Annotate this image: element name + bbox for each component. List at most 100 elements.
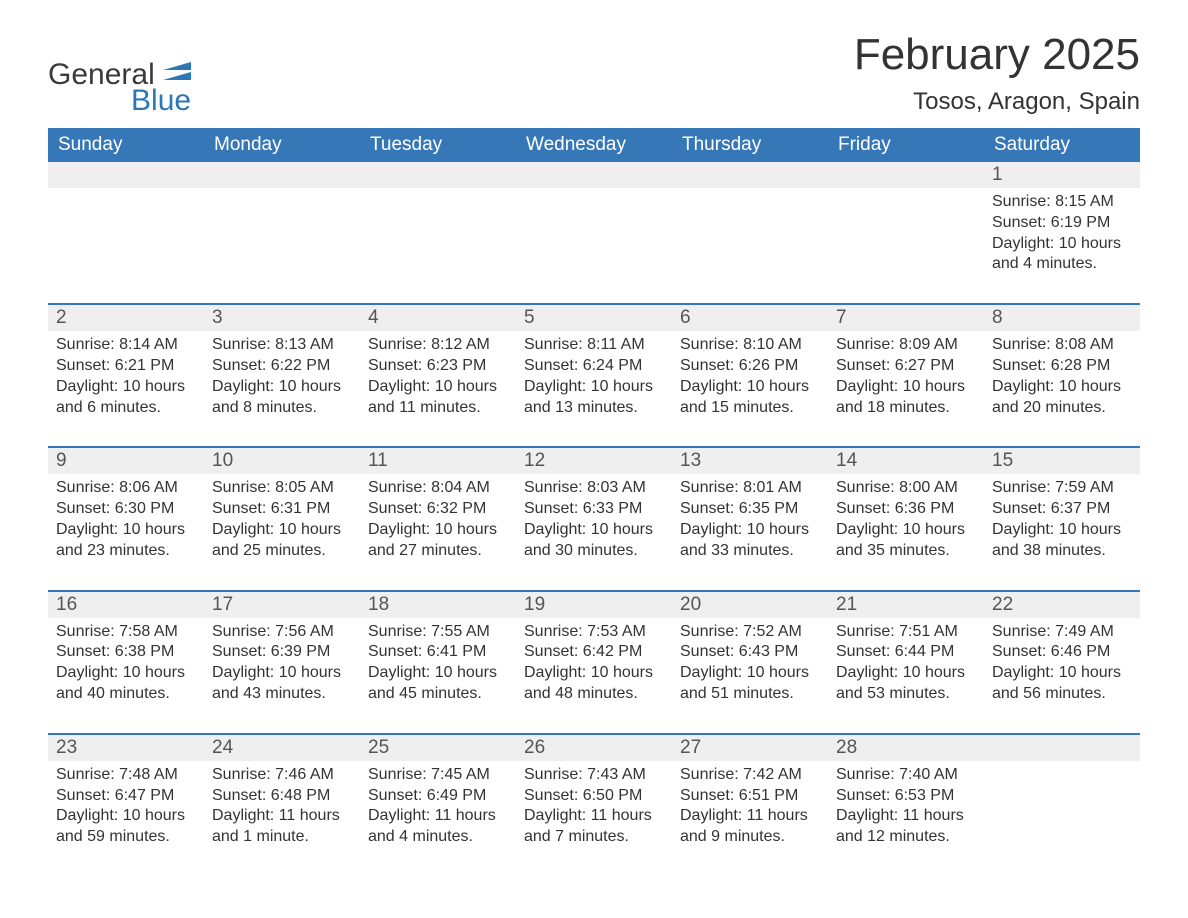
- daylight-line: Daylight: 11 hours and 9 minutes.: [680, 806, 820, 848]
- brand-text: General Blue: [48, 60, 191, 116]
- week-row: 2Sunrise: 8:14 AMSunset: 6:21 PMDaylight…: [48, 303, 1140, 446]
- day-number: [516, 162, 672, 188]
- day-body: Sunrise: 7:52 AMSunset: 6:43 PMDaylight:…: [672, 618, 828, 705]
- sunrise-line: Sunrise: 8:01 AM: [680, 478, 820, 499]
- sunset-line: Sunset: 6:42 PM: [524, 642, 664, 663]
- day-number: 6: [672, 305, 828, 331]
- day-cell: 16Sunrise: 7:58 AMSunset: 6:38 PMDayligh…: [48, 592, 204, 733]
- day-body: Sunrise: 7:58 AMSunset: 6:38 PMDaylight:…: [48, 618, 204, 705]
- sunset-line: Sunset: 6:28 PM: [992, 356, 1132, 377]
- sunrise-line: Sunrise: 8:06 AM: [56, 478, 196, 499]
- sunset-line: Sunset: 6:44 PM: [836, 642, 976, 663]
- day-body: Sunrise: 7:49 AMSunset: 6:46 PMDaylight:…: [984, 618, 1140, 705]
- day-cell: 1Sunrise: 8:15 AMSunset: 6:19 PMDaylight…: [984, 162, 1140, 303]
- day-number: 25: [360, 735, 516, 761]
- day-cell: 18Sunrise: 7:55 AMSunset: 6:41 PMDayligh…: [360, 592, 516, 733]
- daylight-line: Daylight: 10 hours and 30 minutes.: [524, 520, 664, 562]
- sunset-line: Sunset: 6:48 PM: [212, 786, 352, 807]
- sunset-line: Sunset: 6:24 PM: [524, 356, 664, 377]
- sunrise-line: Sunrise: 8:00 AM: [836, 478, 976, 499]
- daylight-line: Daylight: 10 hours and 6 minutes.: [56, 377, 196, 419]
- day-cell: 14Sunrise: 8:00 AMSunset: 6:36 PMDayligh…: [828, 448, 984, 589]
- daylight-line: Daylight: 10 hours and 18 minutes.: [836, 377, 976, 419]
- day-number: 22: [984, 592, 1140, 618]
- sunset-line: Sunset: 6:26 PM: [680, 356, 820, 377]
- weeks-container: 1Sunrise: 8:15 AMSunset: 6:19 PMDaylight…: [48, 162, 1140, 876]
- sunset-line: Sunset: 6:47 PM: [56, 786, 196, 807]
- day-cell: 10 Sunrise: 8:05 AMSunset: 6:31 PMDayligh…: [204, 448, 360, 589]
- sunrise-line: Sunrise: 7:45 AM: [368, 765, 508, 786]
- sunset-line: Sunset: 6:38 PM: [56, 642, 196, 663]
- day-cell: 22Sunrise: 7:49 AMSunset: 6:46 PMDayligh…: [984, 592, 1140, 733]
- calendar-page: General Blue February 2025 Tosos, Aragon…: [0, 0, 1188, 916]
- sunrise-line: Sunrise: 7:52 AM: [680, 622, 820, 643]
- day-cell: [360, 162, 516, 303]
- sunrise-line: Sunrise: 7:58 AM: [56, 622, 196, 643]
- daylight-line: Daylight: 10 hours and 45 minutes.: [368, 663, 508, 705]
- daylight-line: Daylight: 10 hours and 27 minutes.: [368, 520, 508, 562]
- day-body: Sunrise: 7:40 AMSunset: 6:53 PMDaylight:…: [828, 761, 984, 848]
- sunrise-line: Sunrise: 7:46 AM: [212, 765, 352, 786]
- daylight-line: Daylight: 10 hours and 35 minutes.: [836, 520, 976, 562]
- day-body: Sunrise: 7:56 AMSunset: 6:39 PMDaylight:…: [204, 618, 360, 705]
- day-number: [48, 162, 204, 188]
- day-body: Sunrise: 8:10 AMSunset: 6:26 PMDaylight:…: [672, 331, 828, 418]
- day-body: Sunrise: 8:09 AMSunset: 6:27 PMDaylight:…: [828, 331, 984, 418]
- daylight-line: Daylight: 10 hours and 59 minutes.: [56, 806, 196, 848]
- day-body: Sunrise: 7:53 AMSunset: 6:42 PMDaylight:…: [516, 618, 672, 705]
- daylight-line: Daylight: 10 hours and 48 minutes.: [524, 663, 664, 705]
- sunset-line: Sunset: 6:19 PM: [992, 213, 1132, 234]
- day-cell: 15Sunrise: 7:59 AMSunset: 6:37 PMDayligh…: [984, 448, 1140, 589]
- day-number: [828, 162, 984, 188]
- day-number: 20: [672, 592, 828, 618]
- location: Tosos, Aragon, Spain: [854, 88, 1140, 116]
- day-number: 18: [360, 592, 516, 618]
- daylight-line: Daylight: 10 hours and 33 minutes.: [680, 520, 820, 562]
- week-row: 16Sunrise: 7:58 AMSunset: 6:38 PMDayligh…: [48, 590, 1140, 733]
- dow-cell: Saturday: [984, 128, 1140, 162]
- day-cell: 4Sunrise: 8:12 AMSunset: 6:23 PMDaylight…: [360, 305, 516, 446]
- day-cell: [672, 162, 828, 303]
- day-number: [984, 735, 1140, 761]
- day-number: 19: [516, 592, 672, 618]
- day-number: 5: [516, 305, 672, 331]
- day-number: 10: [204, 448, 360, 474]
- day-of-week-header: SundayMondayTuesdayWednesdayThursdayFrid…: [48, 128, 1140, 162]
- sunrise-line: Sunrise: 7:42 AM: [680, 765, 820, 786]
- sunrise-line: Sunrise: 8:05 AM: [212, 478, 352, 499]
- sunset-line: Sunset: 6:35 PM: [680, 499, 820, 520]
- day-number: 27: [672, 735, 828, 761]
- day-cell: 27Sunrise: 7:42 AMSunset: 6:51 PMDayligh…: [672, 735, 828, 876]
- day-number: [360, 162, 516, 188]
- sunset-line: Sunset: 6:41 PM: [368, 642, 508, 663]
- sunset-line: Sunset: 6:32 PM: [368, 499, 508, 520]
- day-number: 16: [48, 592, 204, 618]
- day-body: Sunrise: 8:00 AMSunset: 6:36 PMDaylight:…: [828, 474, 984, 561]
- daylight-line: Daylight: 10 hours and 53 minutes.: [836, 663, 976, 705]
- day-body: Sunrise: 8:04 AMSunset: 6:32 PMDaylight:…: [360, 474, 516, 561]
- dow-cell: Wednesday: [516, 128, 672, 162]
- day-cell: 24Sunrise: 7:46 AMSunset: 6:48 PMDayligh…: [204, 735, 360, 876]
- sunset-line: Sunset: 6:37 PM: [992, 499, 1132, 520]
- sunrise-line: Sunrise: 7:48 AM: [56, 765, 196, 786]
- day-number: 2: [48, 305, 204, 331]
- sunrise-line: Sunrise: 8:14 AM: [56, 335, 196, 356]
- day-number: [672, 162, 828, 188]
- daylight-line: Daylight: 10 hours and 8 minutes.: [212, 377, 352, 419]
- sunrise-line: Sunrise: 7:59 AM: [992, 478, 1132, 499]
- day-number: 8: [984, 305, 1140, 331]
- sunset-line: Sunset: 6:46 PM: [992, 642, 1132, 663]
- sunset-line: Sunset: 6:31 PM: [212, 499, 352, 520]
- day-number: 17: [204, 592, 360, 618]
- daylight-line: Daylight: 11 hours and 7 minutes.: [524, 806, 664, 848]
- daylight-line: Daylight: 10 hours and 4 minutes.: [992, 234, 1132, 276]
- day-cell: 20Sunrise: 7:52 AMSunset: 6:43 PMDayligh…: [672, 592, 828, 733]
- sunset-line: Sunset: 6:49 PM: [368, 786, 508, 807]
- day-number: 1: [984, 162, 1140, 188]
- day-body: Sunrise: 7:59 AMSunset: 6:37 PMDaylight:…: [984, 474, 1140, 561]
- title-block: February 2025 Tosos, Aragon, Spain: [854, 30, 1140, 128]
- daylight-line: Daylight: 10 hours and 25 minutes.: [212, 520, 352, 562]
- dow-cell: Tuesday: [360, 128, 516, 162]
- day-cell: 9Sunrise: 8:06 AMSunset: 6:30 PMDaylight…: [48, 448, 204, 589]
- day-cell: 8Sunrise: 8:08 AMSunset: 6:28 PMDaylight…: [984, 305, 1140, 446]
